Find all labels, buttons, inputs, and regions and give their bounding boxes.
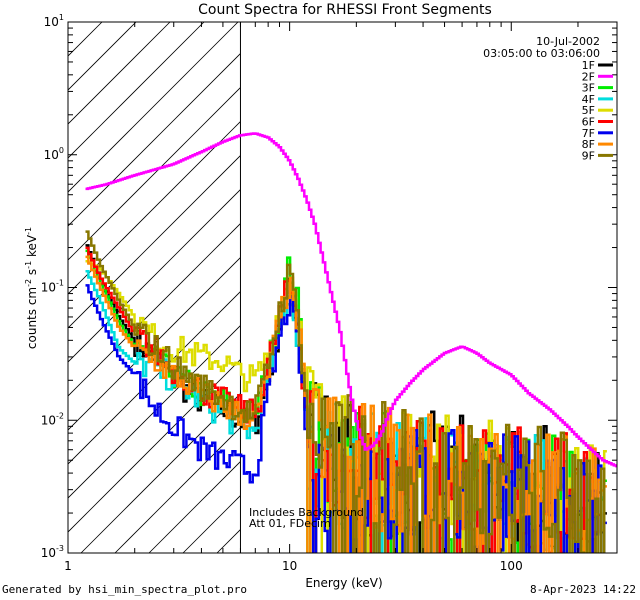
legend-time-range: 03:05:00 to 03:06:00: [483, 47, 600, 60]
hatch-line: [68, 358, 241, 533]
legend-label-3F: 3F: [582, 82, 595, 95]
legend-date: 10-Jul-2002: [536, 35, 600, 48]
legend-label-7F: 7F: [582, 127, 595, 140]
legend: 10-Jul-2002 03:05:00 to 03:06:00 1F2F3F4…: [483, 35, 613, 162]
footer-generated-by: Generated by hsi_min_spectra_plot.pro: [2, 583, 248, 596]
hatch-line: [68, 22, 171, 125]
annotation-background: Includes Background: [249, 506, 364, 519]
hatch-line: [68, 324, 241, 499]
legend-label-2F: 2F: [582, 70, 595, 83]
series-line-6F: [85, 246, 603, 553]
hatch-line: [68, 52, 241, 227]
hatch-line: [114, 426, 241, 553]
hatch-line: [148, 460, 241, 553]
x-tick-label: 1: [64, 559, 72, 573]
hatch-line: [68, 22, 239, 193]
hatch-line: [68, 86, 241, 261]
y-tick-label: 101: [44, 13, 64, 29]
annotation-attenuator: Att 01, FDecim: [249, 517, 331, 530]
chart-title: Count Spectra for RHESSI Front Segments: [198, 2, 492, 18]
legend-label-8F: 8F: [582, 138, 595, 151]
hatch-line: [68, 22, 205, 159]
hatch-line: [80, 392, 241, 553]
legend-label-4F: 4F: [582, 93, 595, 106]
hatch-line: [68, 222, 241, 397]
hatch-line: [68, 256, 241, 431]
legend-label-6F: 6F: [582, 116, 595, 129]
hatch-line: [68, 188, 241, 363]
y-tick-label: 10-1: [41, 279, 64, 295]
legend-label-5F: 5F: [582, 104, 595, 117]
y-axis-label: counts cm-2 s-1 keV-1: [24, 227, 39, 349]
series-line-9F: [85, 230, 606, 553]
y-tick-label: 10-3: [41, 544, 64, 560]
x-tick-label: 100: [500, 559, 523, 573]
x-tick-label: 10: [282, 559, 297, 573]
annotation-block: Includes Background Att 01, FDecim: [249, 506, 364, 530]
series-lines: [85, 132, 617, 553]
legend-label-9F: 9F: [582, 149, 595, 162]
footer-timestamp: 8-Apr-2023 14:22: [530, 583, 636, 596]
x-axis-label: Energy (keV): [305, 576, 382, 590]
y-tick-label: 10-2: [41, 411, 64, 427]
legend-label-1F: 1F: [582, 59, 595, 72]
y-tick-label: 100: [44, 146, 64, 162]
series-line-2F: [85, 132, 617, 468]
